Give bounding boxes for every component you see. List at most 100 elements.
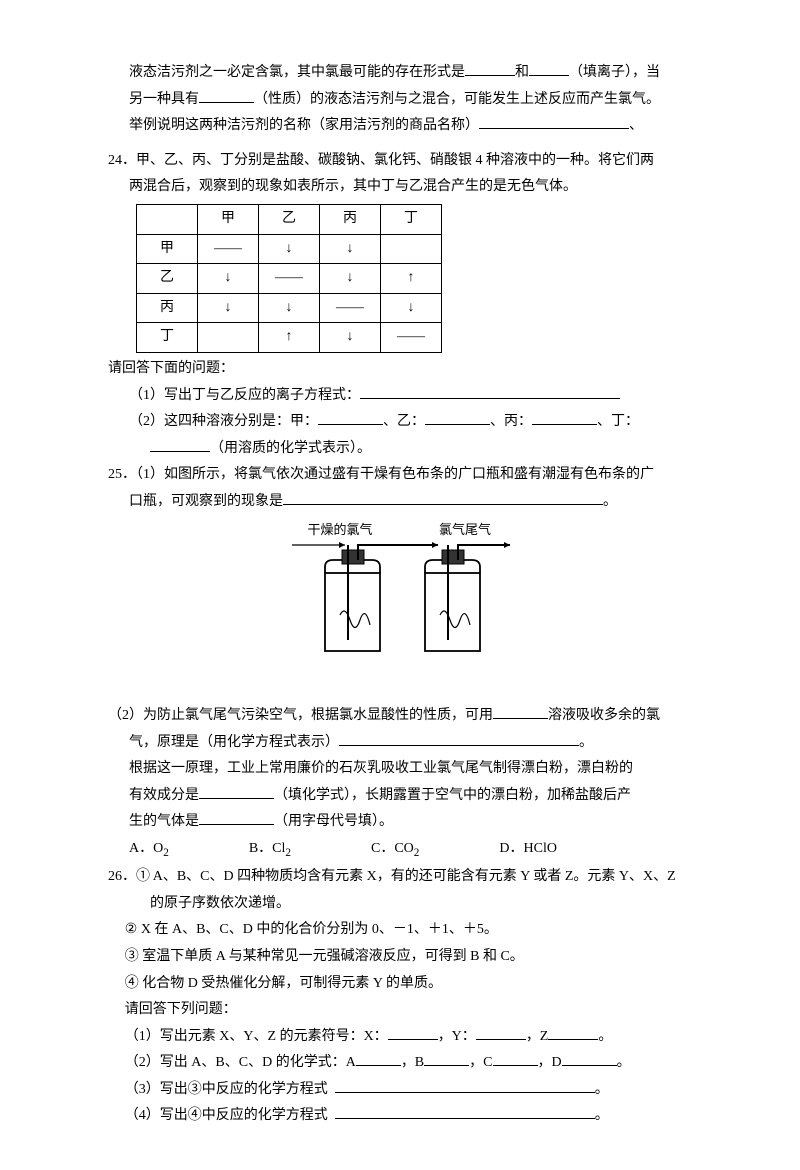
opt-text: A．O	[129, 841, 163, 856]
table-row: 丙 ↓ ↓ —— ↓	[137, 293, 442, 323]
blank[interactable]	[360, 384, 620, 399]
q26-sub2: （2）写出 A、B、C、D 的化学式：A，B，C，D。	[80, 1050, 720, 1077]
blank[interactable]	[493, 704, 548, 719]
q24-text: 请回答下面的问题：	[108, 361, 234, 376]
q26-text: ，Y：	[438, 1029, 476, 1044]
cell: ↓	[259, 293, 320, 323]
cell: ——	[259, 264, 320, 294]
q24-intro: 24．甲、乙、丙、丁分别是盐酸、碳酸钠、氯化钙、硝酸银 4 种溶液中的一种。将它…	[80, 148, 720, 175]
blank[interactable]	[335, 1078, 595, 1093]
cell	[198, 323, 259, 353]
blank[interactable]	[425, 410, 490, 425]
q24-text: 、丁：	[597, 414, 639, 429]
table-row: 甲 —— ↓ ↓	[137, 234, 442, 264]
q24-text: 、乙：	[383, 414, 425, 429]
cell: 丙	[320, 204, 381, 234]
q25-text: 。	[603, 494, 617, 509]
blank[interactable]	[318, 410, 383, 425]
q26-l3: ③ 室温下单质 A 与某种常见一元强碱溶液反应，可得到 B 和 C。	[80, 944, 720, 971]
fig-label-right: 氯气尾气	[439, 522, 491, 537]
apparatus-diagram: 干燥的氯气 氯气尾气	[270, 520, 530, 665]
blank[interactable]	[356, 1051, 401, 1066]
q24-number: 24．	[108, 153, 136, 168]
cell: 丙	[137, 293, 198, 323]
q23-text: 另一种具有	[129, 92, 199, 107]
cell: 甲	[198, 204, 259, 234]
q23-text: 和	[515, 65, 529, 80]
blank[interactable]	[339, 731, 579, 746]
blank[interactable]	[199, 784, 274, 799]
q26-text: ③ 室温下单质 A 与某种常见一元强碱溶液反应，可得到 B 和 C。	[125, 949, 524, 964]
cell: ——	[381, 323, 442, 353]
option-a[interactable]: A．O2	[129, 836, 169, 864]
q23-line2: 另一种具有（性质）的液态洁污剂与之混合，可能发生上述反应而产生氯气。	[80, 87, 720, 114]
blank[interactable]	[532, 410, 597, 425]
blank[interactable]	[388, 1025, 438, 1040]
q24-text: （2）这四种溶液分别是：甲：	[129, 414, 318, 429]
q24-text: 两混合后，观察到的现象如表所示，其中丁与乙混合产生的是无色气体。	[129, 179, 577, 194]
q24-sub2: （2）这四种溶液分别是：甲： 、乙： 、丙： 、丁：	[80, 409, 720, 436]
option-c[interactable]: C．CO2	[371, 836, 419, 864]
q26-sub4: （4）写出④中反应的化学方程式 。	[80, 1103, 720, 1130]
blank[interactable]	[479, 114, 629, 129]
q26-text: ① A、B、C、D 四种物质均含有元素 X，有的还可能含有元素 Y 或者 Z。元…	[136, 869, 676, 884]
q26-text: （4）写出④中反应的化学方程式	[125, 1108, 328, 1123]
q25-text: 溶液吸收多余的氯	[548, 708, 660, 723]
blank[interactable]	[529, 61, 569, 76]
q23-text: （填离子），当	[569, 65, 660, 80]
blank[interactable]	[562, 1051, 617, 1066]
q23-text: 液态洁污剂之一必定含氯，其中氯最可能的存在形式是	[129, 65, 465, 80]
q24-sub2b: （用溶质的化学式表示）。	[80, 436, 720, 463]
blank[interactable]	[548, 1025, 598, 1040]
table-row: 丁 ↑ ↓ ——	[137, 323, 442, 353]
q24-text: （用溶质的化学式表示）。	[210, 441, 371, 456]
q25-text: （用字母代号填）。	[274, 814, 393, 829]
blank[interactable]	[150, 437, 210, 452]
q25-sub2-l3: 根据这一原理，工业上常用廉价的石灰乳吸收工业氯气尾气制得漂白粉，漂白粉的	[80, 756, 720, 783]
cell: ——	[198, 234, 259, 264]
q26-text: ② X 在 A、B、C、D 中的化合价分别为 0、－1、＋1、＋5。	[125, 922, 498, 937]
opt-sub: 2	[414, 847, 420, 859]
exam-page: 液态洁污剂之一必定含氯，其中氯最可能的存在形式是 和 （填离子），当 另一种具有（性…	[0, 0, 800, 1170]
opt-text: C．CO	[371, 841, 414, 856]
q23-text: 、	[629, 118, 643, 133]
q26-text: ，C	[469, 1055, 492, 1070]
cell: 乙	[259, 204, 320, 234]
q26-sub3: （3）写出③中反应的化学方程式 。	[80, 1077, 720, 1104]
q24-intro2: 两混合后，观察到的现象如表所示，其中丁与乙混合产生的是无色气体。	[80, 174, 720, 201]
q24-table: 甲 乙 丙 丁 甲 —— ↓ ↓ 乙 ↓ —— ↓ ↑ 丙 ↓ ↓ —— ↓ 丁	[136, 204, 442, 353]
opt-text: D．HClO	[499, 841, 557, 856]
cell: ↓	[381, 293, 442, 323]
q26-prompt: 请回答下列问题：	[80, 997, 720, 1024]
q25-text: （1）如图所示，将氯气依次通过盛有干燥有色布条的广口瓶和盛有潮湿有色布条的广	[136, 467, 654, 482]
q24-text: （1）写出丁与乙反应的离子方程式：	[129, 388, 360, 403]
q25-options: A．O2 B．Cl2 C．CO2 D．HClO	[80, 836, 720, 864]
opt-text: B．Cl	[249, 841, 286, 856]
q26-text: 。	[617, 1055, 631, 1070]
cell: ↑	[381, 264, 442, 294]
option-b[interactable]: B．Cl2	[249, 836, 291, 864]
cell	[137, 204, 198, 234]
table-row: 甲 乙 丙 丁	[137, 204, 442, 234]
blank[interactable]	[476, 1025, 526, 1040]
blank[interactable]	[283, 490, 603, 505]
cell: ↓	[320, 323, 381, 353]
option-d[interactable]: D．HClO	[499, 836, 557, 864]
q26-text: ，D	[538, 1055, 562, 1070]
blank[interactable]	[424, 1051, 469, 1066]
q26-text: ，B	[401, 1055, 424, 1070]
blank[interactable]	[493, 1051, 538, 1066]
q26-l4: ④ 化合物 D 受热催化分解，可制得元素 Y 的单质。	[80, 971, 720, 998]
q25-sub2-l5: 生的气体是（用字母代号填）。	[80, 809, 720, 836]
blank[interactable]	[335, 1104, 595, 1119]
q25-line1: 25．（1）如图所示，将氯气依次通过盛有干燥有色布条的广口瓶和盛有潮湿有色布条的…	[80, 462, 720, 489]
q23-line3: 举例说明这两种洁污剂的名称（家用洁污剂的商品名称）、	[80, 113, 720, 140]
blank[interactable]	[199, 88, 254, 103]
blank[interactable]	[465, 61, 515, 76]
cell: ——	[320, 293, 381, 323]
cell: 丁	[137, 323, 198, 353]
blank[interactable]	[199, 810, 274, 825]
q26-text: （3）写出③中反应的化学方程式	[125, 1082, 328, 1097]
q24-text: 、丙：	[490, 414, 532, 429]
cell: ↓	[198, 264, 259, 294]
